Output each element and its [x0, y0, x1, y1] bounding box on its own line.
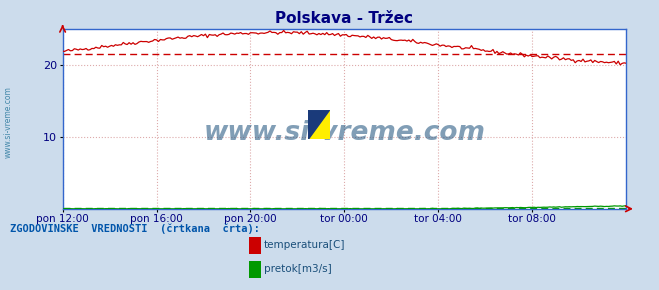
- Bar: [249, 237, 261, 254]
- Text: pretok[m3/s]: pretok[m3/s]: [264, 264, 331, 274]
- Polygon shape: [308, 110, 330, 139]
- Bar: [249, 261, 261, 278]
- Text: temperatura[C]: temperatura[C]: [264, 240, 345, 250]
- Text: www.si-vreme.com: www.si-vreme.com: [204, 120, 485, 146]
- Text: ZGODOVINSKE  VREDNOSTI  (črtkana  črta):: ZGODOVINSKE VREDNOSTI (črtkana črta):: [10, 224, 260, 234]
- Text: www.si-vreme.com: www.si-vreme.com: [4, 86, 13, 158]
- Title: Polskava - Tržec: Polskava - Tržec: [275, 11, 413, 26]
- Polygon shape: [308, 110, 330, 139]
